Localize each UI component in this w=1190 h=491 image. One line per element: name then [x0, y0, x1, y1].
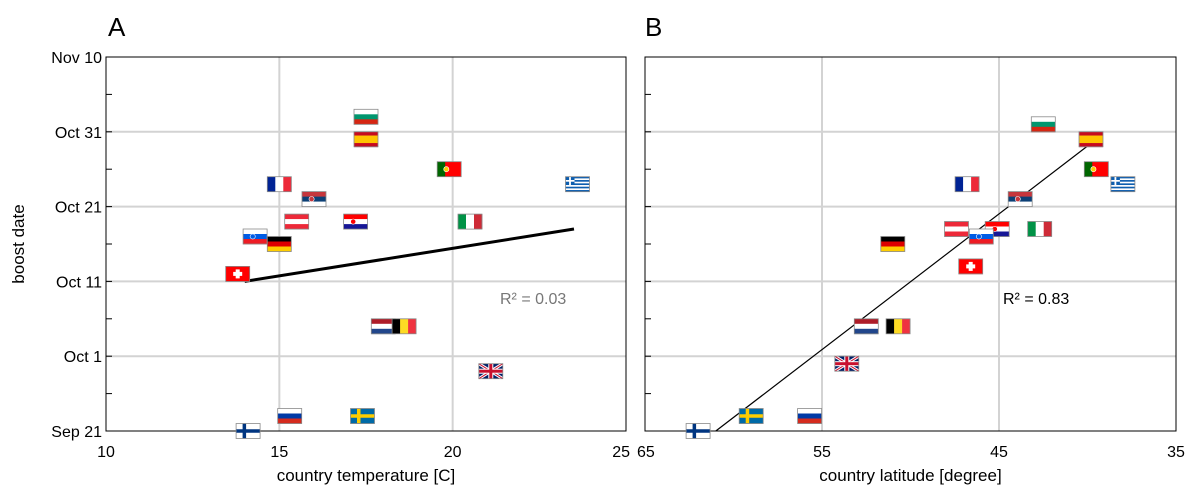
flag-portugal [1083, 161, 1109, 178]
flag-germany [880, 236, 906, 252]
flag-united-kingdom [834, 354, 860, 373]
flag-bulgaria [353, 108, 379, 125]
x-axis-label: country latitude [degree] [819, 466, 1001, 485]
y-tick-label: Oct 21 [55, 200, 102, 217]
flag-serbia [1007, 191, 1033, 208]
flag-united-kingdom [478, 362, 504, 380]
flag-russia [277, 408, 303, 424]
flag-greece [1110, 176, 1136, 193]
flag-portugal [436, 161, 462, 178]
x-axis-label: country temperature [C] [277, 466, 456, 485]
x-tick-label: 45 [990, 444, 1008, 461]
r-squared-label: R² = 0.83 [1003, 291, 1069, 308]
flag-switzerland [225, 265, 251, 282]
y-tick-label: Oct 1 [64, 349, 102, 366]
flag-spain [353, 131, 379, 148]
flag-germany [266, 236, 292, 252]
flag-italy [1027, 221, 1053, 237]
x-tick-label: 15 [270, 444, 288, 461]
panel-letter: A [108, 12, 126, 42]
flag-switzerland [958, 258, 984, 275]
flag-belgium [885, 318, 911, 335]
panel-letter: B [645, 12, 662, 42]
fit-line [244, 227, 575, 283]
flag-austria [944, 221, 969, 237]
x-tick-label: 20 [444, 444, 462, 461]
x-tick-label: 55 [813, 444, 831, 461]
flag-slovenia [968, 228, 994, 245]
x-tick-label: 35 [1167, 444, 1185, 461]
flag-serbia [301, 191, 327, 208]
x-tick-label: 65 [637, 444, 655, 461]
panel-b: 65 55 45 35 country latitude [degree] B R² = 0… [637, 12, 1185, 485]
flag-austria [284, 213, 310, 230]
x-tick-label: 10 [97, 444, 115, 461]
flag-finland [685, 423, 711, 439]
flag-netherlands [853, 318, 879, 335]
y-axis-label: boost date [9, 204, 28, 283]
flag-finland [235, 423, 261, 439]
y-tick-label: Oct 31 [55, 125, 102, 142]
flag-greece [565, 176, 590, 193]
flag-russia [797, 408, 822, 424]
y-tick-label: Sep 21 [51, 424, 102, 441]
flag-belgium [391, 318, 417, 335]
flag-france [266, 176, 292, 193]
x-tick-label: 25 [612, 444, 630, 461]
flag-netherlands [370, 318, 396, 335]
panel-a: 10 15 20 25 Sep 21 Oct 1 Oct 11 Oct 21 Oct 31 Nov… [9, 12, 630, 485]
y-tick-label: Nov 10 [51, 50, 102, 67]
flag-sweden [738, 408, 764, 424]
flag-sweden [350, 408, 375, 424]
flag-italy [457, 213, 483, 230]
flag-croatia [343, 213, 369, 230]
plot-frame [644, 56, 1177, 432]
fit-line [715, 138, 1097, 432]
flag-slovenia [242, 228, 268, 245]
y-tick-label: Oct 11 [56, 274, 102, 291]
flag-bulgaria [1030, 116, 1056, 133]
flag-france [954, 176, 980, 193]
r-squared-label: R² = 0.03 [500, 291, 566, 308]
flag-spain [1078, 131, 1104, 148]
